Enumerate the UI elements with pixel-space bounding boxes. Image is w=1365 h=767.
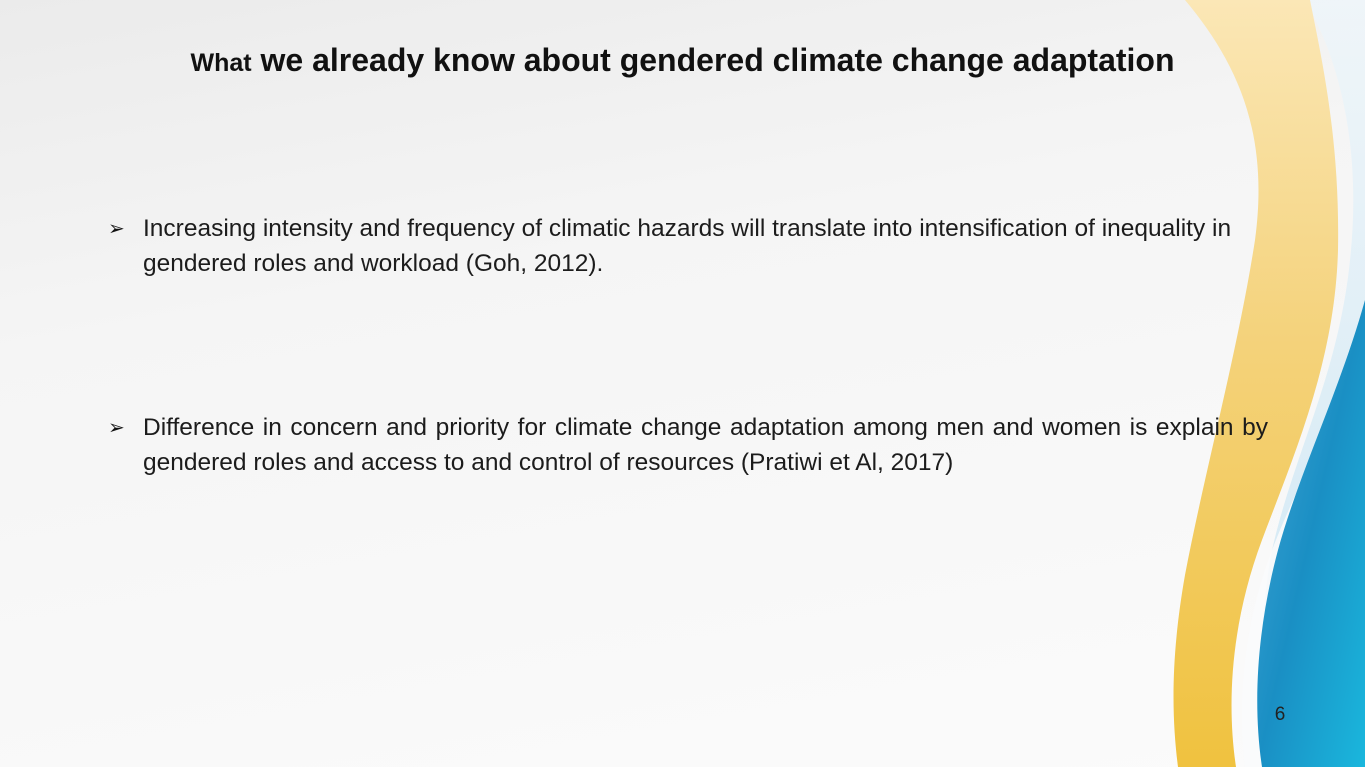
arrow-bullet-icon: ➢ <box>108 218 125 240</box>
arrow-bullet-icon: ➢ <box>108 417 125 439</box>
bullet-item: ➢ Increasing intensity and frequency of … <box>108 212 1268 281</box>
slide-title: What we already know about gendered clim… <box>0 40 1365 83</box>
slide-title-lead: What <box>190 49 252 77</box>
bullet-text: Increasing intensity and frequency of cl… <box>143 215 1232 277</box>
wave-gold-band <box>1173 0 1339 767</box>
wave-blue-band <box>1257 300 1365 767</box>
slide-number: 6 <box>1274 704 1286 725</box>
bullet-text: Difference in concern and priority for c… <box>143 414 1268 476</box>
bullet-item: ➢ Difference in concern and priority for… <box>108 411 1268 480</box>
slide-title-rest: we already know about gendered climate c… <box>251 42 1175 78</box>
